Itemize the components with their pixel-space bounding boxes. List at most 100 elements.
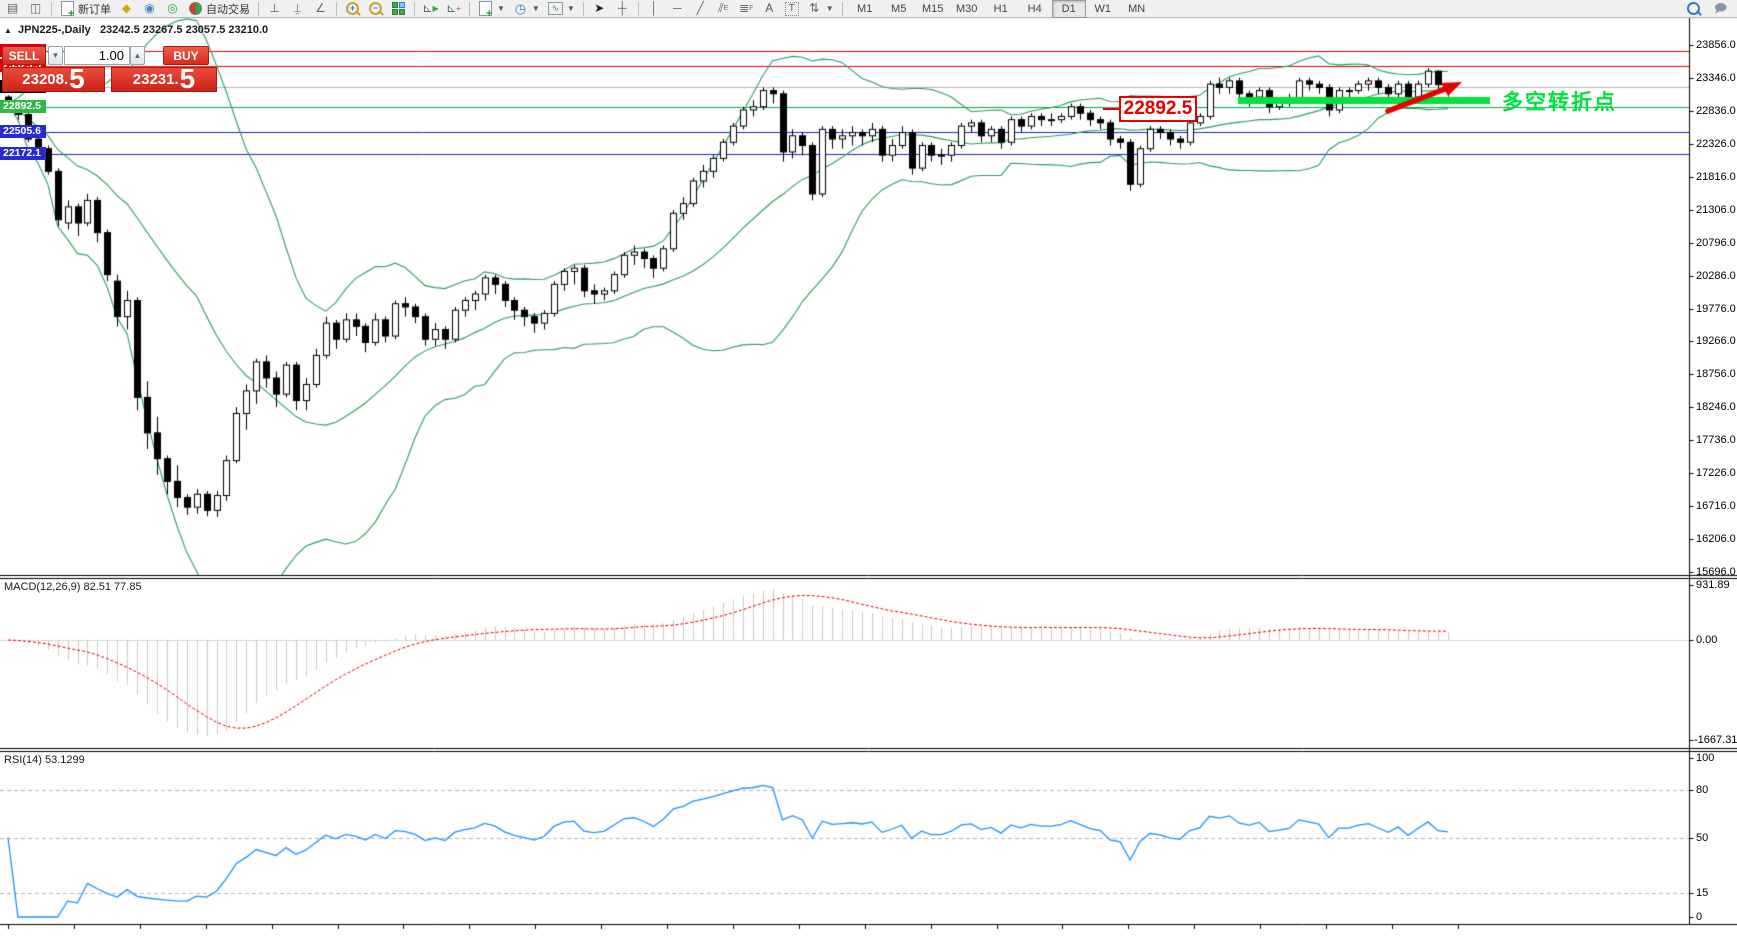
timeframe-button-m30[interactable]: M30 (955, 2, 978, 15)
toolbar-separator (336, 1, 337, 16)
community-button[interactable]: ◉ (139, 1, 160, 17)
autotrading-icon (188, 1, 203, 16)
price-axis-tick: 17736.0 (1696, 434, 1736, 447)
indicators-icon: ⊾ ▶ (422, 1, 439, 15)
price-axis-tick: 21816.0 (1696, 170, 1736, 183)
timeframe-button-m5[interactable]: M5 (891, 2, 907, 15)
tile-windows-button[interactable] (388, 1, 409, 17)
turning-point-text[interactable]: 多空转折点 (1502, 91, 1617, 114)
timeframe-button-mn[interactable]: MN (1128, 2, 1146, 15)
rsi-axis-tick: 80 (1696, 783, 1709, 796)
signals-button[interactable]: ◎ (162, 1, 183, 17)
ohlc-readout: 23242.5 23267.5 23057.5 23210.0 (99, 24, 269, 36)
main-toolbar: ▤ ◫ + 新订单 ◆ ◉ ◎ 自动交易 ⊥ ⍊ ∠ + − ⊾ ▶ ⊾ + + ▼ … (0, 0, 1737, 20)
template-dropdown[interactable]: ∿ ▼ (545, 1, 578, 17)
channel-button[interactable]: ⫽ E (713, 1, 734, 17)
toolbar-separator (51, 1, 52, 16)
text-label-button[interactable]: T (782, 1, 802, 17)
vertical-line-button[interactable]: │ (644, 1, 665, 17)
arrows-icon: ⇅ (809, 1, 820, 15)
zoom-out-icon: − (368, 1, 383, 16)
volume-decrease-button[interactable]: ▼ (48, 46, 63, 65)
timeframe-button-m15[interactable]: M15 (921, 2, 944, 15)
cursor-button[interactable]: ➤ (589, 1, 610, 17)
bar-chart-button[interactable]: ⊥ (264, 1, 285, 17)
indicator-window-icon: ⊾ + (446, 1, 461, 15)
fibonacci-button[interactable]: ≣ F (736, 1, 757, 17)
collapse-triangle-icon[interactable]: ▲ (4, 26, 12, 35)
sell-button[interactable]: SELL (2, 46, 46, 65)
candlestick-button[interactable]: ⍊ (287, 1, 308, 17)
price-axis-badge: 22172.1 (0, 146, 46, 160)
community-icon: ◉ (144, 1, 155, 15)
profiles-button[interactable]: ◫ (25, 1, 46, 17)
sell-price-box[interactable]: 23208. 5 (2, 67, 105, 92)
price-axis-tick: 22326.0 (1696, 137, 1736, 150)
trendline-button[interactable]: ╱ (690, 1, 711, 17)
buy-price-main: 23231. (132, 71, 179, 88)
macd-indicator-label: MACD(12,26,9) 82.51 77.85 (4, 581, 142, 593)
search-icon (1686, 1, 1701, 16)
volume-input[interactable]: 1.00 (64, 46, 130, 65)
price-axis-tick: 20286.0 (1696, 269, 1736, 282)
zoom-out-button[interactable]: − (365, 1, 386, 17)
template-icon: ∿ (547, 2, 563, 15)
new-chart-button[interactable]: ▤ (2, 1, 23, 17)
arrows-dropdown[interactable]: ⇅ ▼ (804, 1, 837, 17)
bar-chart-icon: ⊥ (269, 1, 280, 15)
market-button[interactable]: ◆ (116, 1, 137, 17)
buy-price-last-digit: 5 (179, 67, 196, 92)
indicators-button[interactable]: ⊾ ▶ (420, 1, 441, 17)
toolbar-separator (637, 1, 639, 16)
price-axis-tick: 16716.0 (1696, 500, 1736, 513)
volume-increase-button[interactable]: ▲ (130, 46, 145, 65)
sell-price-last-digit: 5 (69, 67, 85, 92)
timeframe-button-w1[interactable]: W1 (1094, 2, 1111, 15)
chart-title: ▲ JPN225-,Daily 23242.5 23267.5 23057.5 … (4, 24, 268, 36)
buy-price-box[interactable]: 23231. 5 (111, 67, 217, 92)
timeframe-button-d1[interactable]: D1 (1051, 0, 1086, 18)
vertical-line-icon: │ (650, 1, 659, 15)
chat-button[interactable]: 🗩 (1710, 1, 1731, 17)
line-chart-button[interactable]: ∠ (310, 1, 331, 17)
text-button[interactable]: A (759, 1, 780, 17)
price-axis-tick: 20796.0 (1696, 236, 1736, 249)
timeframe-button-h1[interactable]: H1 (993, 2, 1008, 15)
zoom-in-button[interactable]: + (342, 1, 363, 17)
search-button[interactable] (1683, 1, 1704, 17)
toolbar-separator (258, 1, 259, 16)
price-axis-tick: 16206.0 (1696, 533, 1736, 546)
crosshair-button[interactable]: ┼ (612, 1, 633, 17)
horizontal-line-button[interactable]: ─ (667, 1, 688, 17)
new-order-button[interactable]: + 新订单 (57, 1, 114, 20)
buy-button[interactable]: BUY (163, 46, 209, 65)
symbol-period-label: JPN225-,Daily (17, 24, 91, 36)
clock-icon: ◷ (514, 1, 527, 16)
cursor-icon: ➤ (594, 1, 605, 15)
timeframe-button-h4[interactable]: H4 (1027, 2, 1042, 15)
indicator-window-button[interactable]: ⊾ + (443, 1, 464, 17)
timeframe-toolbar: M1 M5 M15 M30 H1 H4 D1 W1 MN (848, 0, 1154, 18)
equidistant-channel-icon: ⫽ E (718, 1, 729, 15)
price-axis-tick: 23346.0 (1696, 71, 1736, 84)
line-chart-icon: ∠ (315, 1, 326, 15)
price-axis-badge: 22892.5 (0, 100, 46, 114)
add-indicator-dropdown[interactable]: + ▼ (475, 1, 508, 20)
text-label-icon: T (784, 1, 799, 16)
new-chart-icon: ▤ (6, 1, 19, 15)
macd-axis-max: 931.89 (1696, 579, 1730, 591)
period-dropdown[interactable]: ◷ ▼ (514, 1, 540, 16)
price-annotation-dash (1103, 108, 1121, 110)
price-axis-tick: 18246.0 (1696, 401, 1736, 414)
tile-windows-icon (391, 1, 406, 16)
timeframe-button-m1[interactable]: M1 (857, 2, 873, 15)
add-indicator-icon: + (478, 1, 493, 20)
new-order-icon: + (60, 1, 75, 20)
fibonacci-icon: ≣ F (739, 1, 754, 15)
chat-icon: 🗩 (1713, 1, 1728, 15)
rsi-indicator-label: RSI(14) 53.1299 (4, 754, 85, 766)
trendline-icon: ╱ (696, 1, 704, 15)
autotrading-button[interactable]: 自动交易 (185, 1, 253, 17)
price-annotation-box[interactable]: 22892.5 (1119, 96, 1197, 122)
